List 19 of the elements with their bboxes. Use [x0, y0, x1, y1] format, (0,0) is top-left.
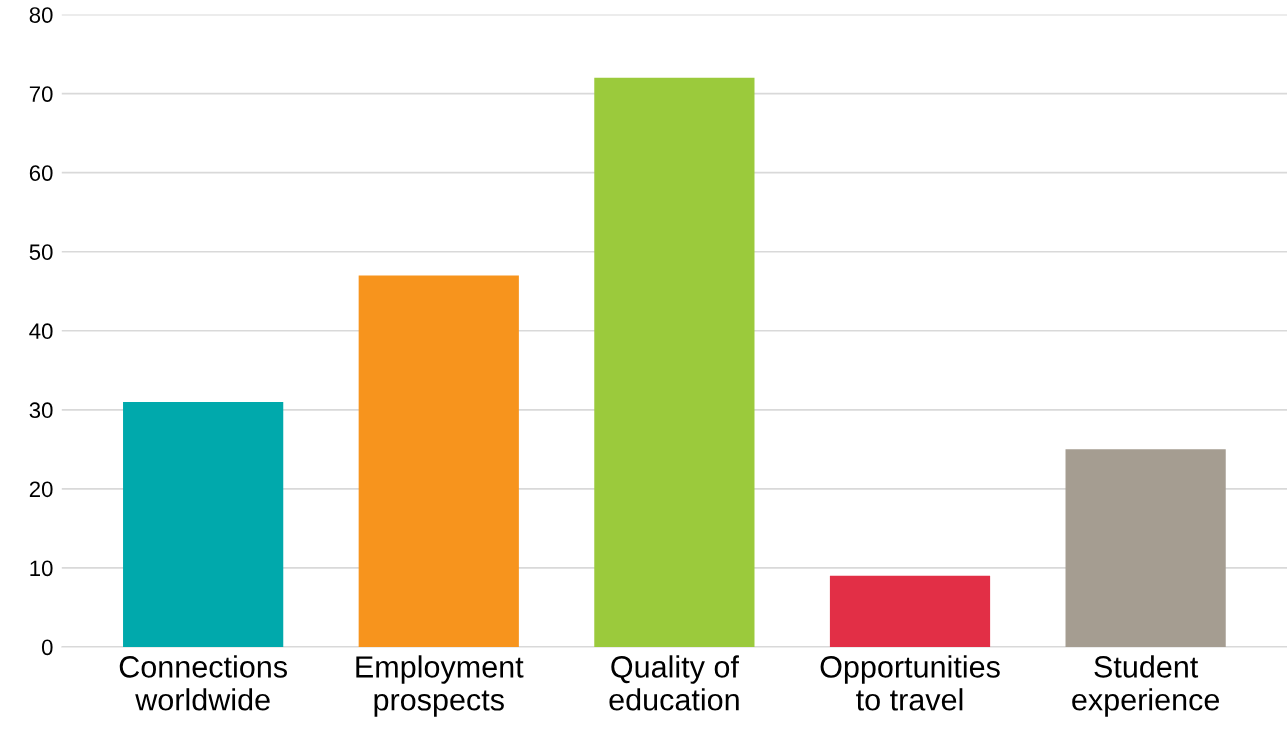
bar [123, 401, 284, 647]
y-tick-label: 70 [29, 86, 53, 102]
x-tick-label: Opportunities to travel [820, 655, 1000, 711]
x-tick-label: Employment prospects [356, 655, 524, 717]
y-tick-label: 40 [29, 323, 53, 340]
bar [1065, 449, 1226, 647]
y-tick-label: 60 [29, 165, 53, 181]
y-tick-label: 20 [29, 481, 53, 498]
y-tick-label: 30 [29, 402, 53, 419]
bar [594, 77, 755, 647]
y-tick-label: 80 [29, 7, 53, 23]
bar [829, 575, 991, 647]
x-tick-label: Connections worldwide [119, 655, 287, 711]
y-tick-label: 10 [30, 560, 53, 577]
x-tick-label: Student experience [1072, 655, 1220, 717]
y-tick-label: 50 [29, 244, 53, 261]
y-tick-label: 0 [41, 639, 53, 656]
bar [358, 275, 519, 647]
x-tick-label: Quality of education [609, 655, 739, 711]
